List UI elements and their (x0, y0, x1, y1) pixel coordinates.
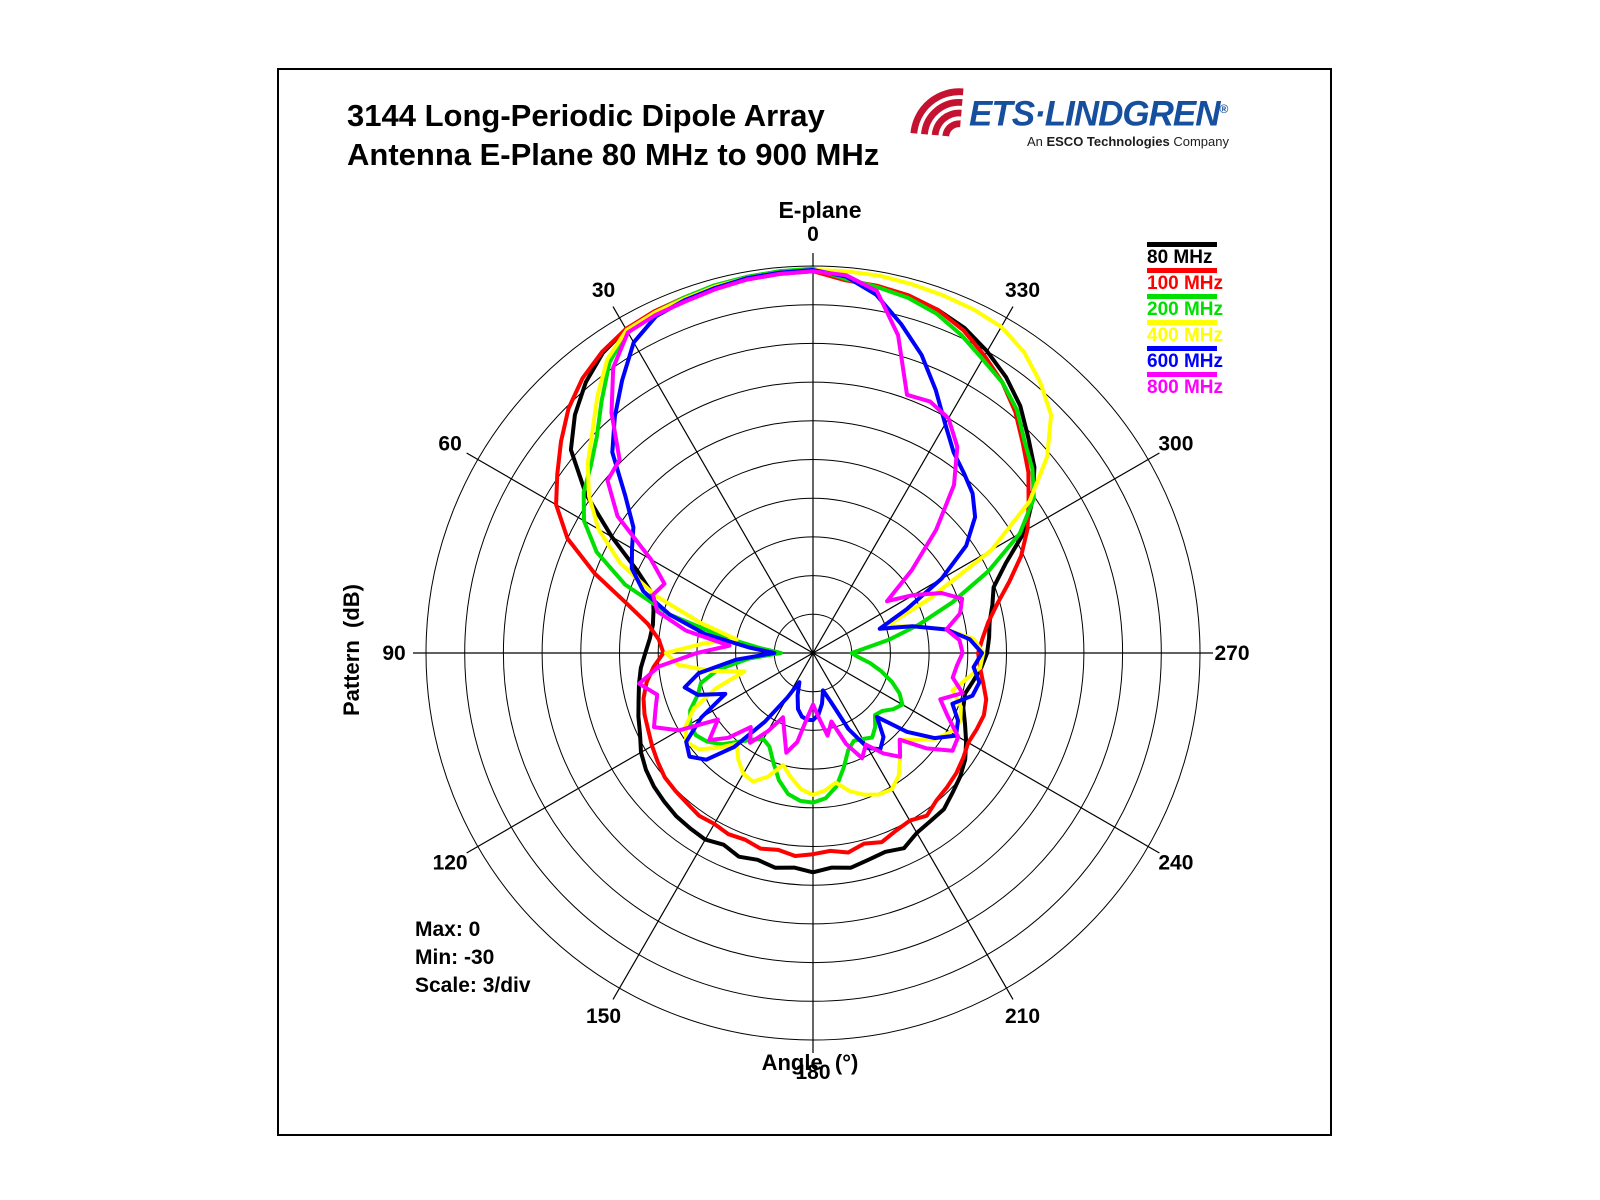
chart-title: E-plane (778, 197, 862, 223)
angle-tick-label-330: 330 (1005, 279, 1040, 302)
legend-label: 100 MHz (1147, 273, 1224, 294)
radio-waves-icon (910, 88, 964, 137)
angle-tick-label-30: 30 (592, 279, 615, 302)
legend-color-bar (1147, 242, 1217, 247)
angle-tick-label-300: 300 (1158, 433, 1193, 456)
registered-mark: ® (1219, 102, 1229, 116)
ets-lindgren-logo: ETS·LINDGREN® An ESCO Technologies Compa… (903, 84, 1233, 149)
angle-tick-label-150: 150 (586, 1005, 621, 1028)
angle-tick-label-210: 210 (1005, 1005, 1040, 1028)
angle-tick-label-120: 120 (433, 852, 468, 875)
angle-tick-label-240: 240 (1158, 852, 1193, 875)
logo-tagline: An ESCO Technologies Company (1026, 134, 1229, 149)
frequency-legend: 80 MHz 100 MHz 200 MHz 400 MHz 600 MHz 800 MH… (1147, 242, 1267, 398)
brand-name: ETS·LINDGREN® (969, 94, 1229, 134)
legend-label: 600 MHz (1147, 351, 1224, 372)
legend-color-bar (1147, 346, 1217, 351)
trace-100-mhz (554, 269, 1031, 858)
page-title-line2: Antenna E-Plane 80 MHz to 900 MHz (347, 137, 880, 172)
angular-axis-label: Angle (°) (761, 1050, 859, 1075)
trace-400-mhz (585, 267, 1054, 797)
angle-tick-label-270: 270 (1214, 642, 1249, 665)
legend-label: 800 MHz (1147, 377, 1224, 398)
trace-600-mhz (610, 267, 984, 762)
page-title-line1: 3144 Long-Periodic Dipole Array (347, 98, 825, 133)
angle-tick-label-60: 60 (438, 433, 461, 456)
legend-color-bar (1147, 294, 1217, 299)
annotation-min: Min: -30 (415, 946, 495, 969)
annotation-scale: Scale: 3/div (415, 974, 531, 997)
angle-tick-label-0: 0 (807, 223, 819, 246)
legend-entry-600-mhz: 600 MHz (1147, 346, 1267, 371)
legend-entry-400-mhz: 400 MHz (1147, 320, 1267, 345)
legend-color-bar (1147, 372, 1217, 377)
angle-tick-label-180: 180 (795, 1061, 830, 1084)
scale-annotation: Max: 0 Min: -30 Scale: 3/div (415, 916, 531, 1000)
legend-entry-80-mhz: 80 MHz (1147, 242, 1267, 267)
legend-color-bar (1147, 320, 1217, 325)
trace-800-mhz (605, 269, 965, 761)
legend-entry-100-mhz: 100 MHz (1147, 268, 1267, 293)
legend-color-bar (1147, 268, 1217, 273)
legend-entry-200-mhz: 200 MHz (1147, 294, 1267, 319)
angle-tick-label-90: 90 (382, 642, 405, 665)
page-title: 3144 Long-Periodic Dipole Array Antenna … (347, 96, 879, 174)
legend-label: 400 MHz (1147, 325, 1224, 346)
legend-label: 200 MHz (1147, 299, 1224, 320)
annotation-max: Max: 0 (415, 918, 481, 941)
trace-200-mhz (581, 266, 1036, 805)
legend-label: 80 MHz (1147, 247, 1213, 268)
legend-entry-800-mhz: 800 MHz (1147, 372, 1267, 397)
radial-axis-label: Pattern (dB) (339, 584, 364, 716)
